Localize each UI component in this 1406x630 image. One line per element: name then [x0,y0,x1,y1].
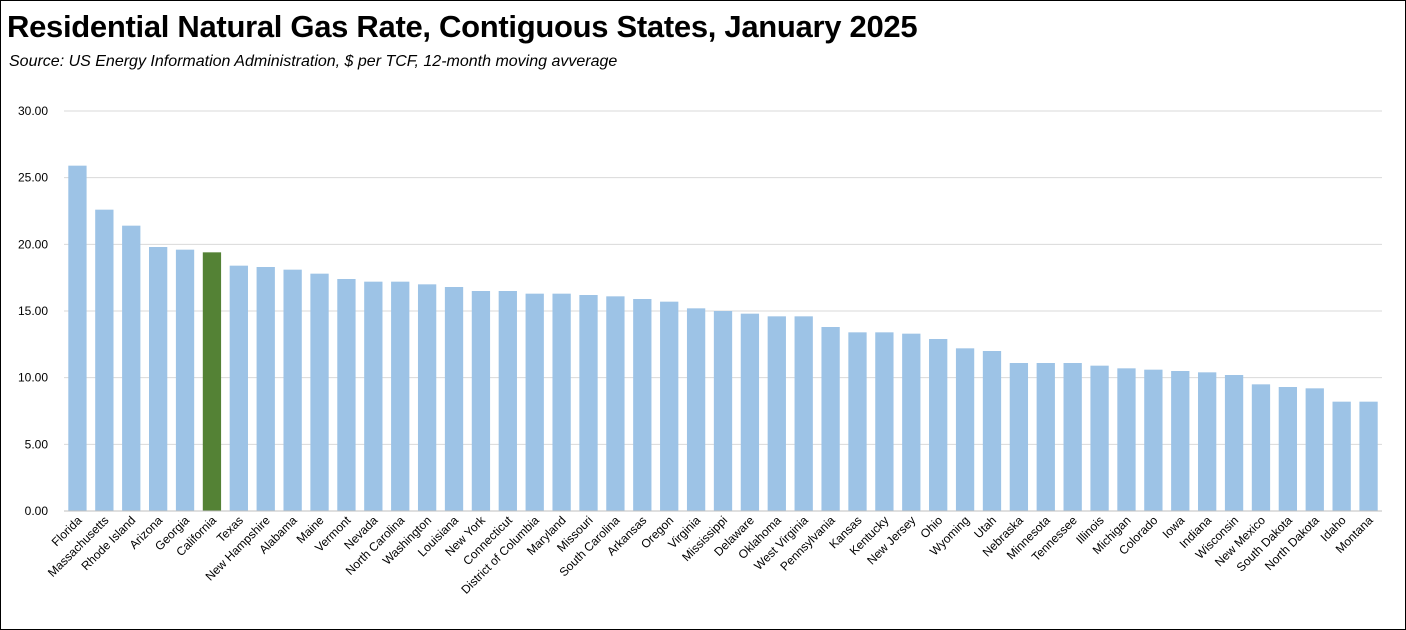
bar-arkansas [633,299,652,511]
bar-idaho [1332,401,1351,511]
y-tick-label: 5.00 [25,437,49,451]
bar-montana [1359,401,1378,511]
bar-new-jersey [902,333,921,511]
bar-california [202,252,222,512]
y-tick-label: 25.00 [18,171,48,185]
bars [68,165,1378,512]
bar-north-dakota [1305,388,1324,511]
y-tick-label: 0.00 [25,504,49,518]
bar-alabama [283,269,302,511]
bar-kansas [848,332,867,511]
bar-south-dakota [1278,387,1298,511]
bar-kentucky [875,332,894,511]
bar-oregon [660,301,679,511]
bar-delaware [740,313,760,511]
bar-minnesota [1036,363,1055,511]
bar-north-carolina [391,281,410,511]
bar-oklahoma [767,316,786,511]
y-tick-label: 10.00 [18,371,48,385]
chart-subtitle: Source: US Energy Information Administra… [9,53,618,70]
bar-maine [310,273,329,511]
bar-south-carolina [606,296,625,511]
y-axis: 0.00 5.00 10.00 15.00 20.00 25.00 30.00 [18,104,48,518]
bar-iowa [1171,371,1190,511]
bar-illinois [1090,365,1109,511]
bar-tennessee [1063,363,1082,511]
bar-rhode-island [122,225,141,511]
bar-massachusetts [95,209,114,511]
bar-vermont [337,279,356,511]
bar-georgia [175,249,195,511]
bar-indiana [1198,372,1217,511]
bar-connecticut [498,291,517,511]
bar-district-of-columbia [525,293,544,511]
bar-michigan [1117,368,1136,511]
bar-wisconsin [1224,375,1244,511]
bar-louisiana [444,287,464,511]
bar-mississippi [713,311,733,511]
bar-wyoming [955,348,975,511]
bar-utah [982,351,1002,511]
bar-west-virginia [794,316,813,511]
y-tick-label: 30.00 [18,104,48,118]
bar-new-york [471,291,491,511]
bar-texas [229,265,248,511]
bar-missouri [579,295,598,511]
y-tick-label: 20.00 [18,237,48,251]
bar-arizona [148,247,168,511]
bar-maryland [552,293,571,511]
bar-virginia [686,308,706,511]
bar-pennsylvania [821,327,840,511]
bar-washington [417,284,437,511]
bar-new-hampshire [256,267,275,511]
bar-colorado [1144,369,1163,511]
bar-new-mexico [1251,384,1271,511]
bar-nebraska [1009,363,1029,511]
chart-title: Residential Natural Gas Rate, Contiguous… [7,9,918,44]
bar-ohio [929,339,948,511]
bar-florida [68,165,87,511]
y-tick-label: 15.00 [18,304,48,318]
bar-nevada [364,281,383,511]
